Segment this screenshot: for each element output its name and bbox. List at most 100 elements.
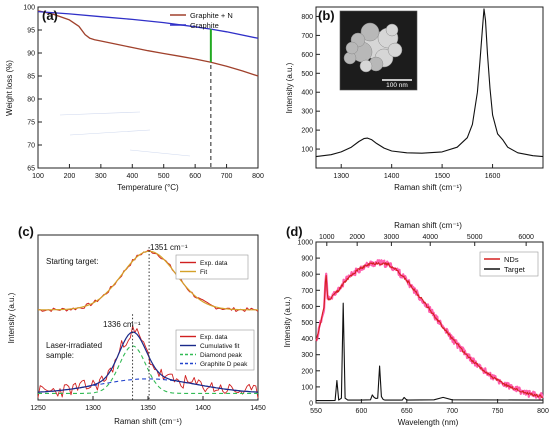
panel-c-x-tick-label: 1250	[30, 405, 46, 412]
panel-d-y-tick-label: 300	[301, 352, 313, 359]
panel-a-x-tick-label: 300	[95, 173, 107, 180]
panel-b-inset-particle	[360, 22, 380, 42]
panel-d-series-target	[316, 302, 544, 402]
panel-d-top-tick-label: 2000	[349, 234, 365, 241]
panel-b-frame	[315, 6, 544, 169]
panel-a-x-tick-label: 700	[221, 173, 233, 180]
panel-a-y-tick-label: 75	[27, 120, 35, 127]
panel-a-series-0	[37, 10, 259, 77]
panel-c-bottom-legend-label: Diamond peak	[200, 352, 243, 359]
panel-c-ylabel: Intensity (a.u.)	[7, 292, 16, 343]
panel-d-top-tick-label: 6000	[518, 234, 534, 241]
panel-d-y-tick-label: 100	[301, 384, 313, 391]
panel-d-x-tick-label: 550	[310, 408, 322, 415]
panel-a-x-tick-label: 500	[158, 173, 170, 180]
panel-a-x-tick-label: 600	[189, 173, 201, 180]
panel-b-series-0	[315, 8, 544, 158]
panel-d-y-tick-label: 900	[301, 256, 313, 263]
panel-c-bottom-legend-label: Cumulative fit	[200, 343, 240, 350]
panel-d-x-tick-label: 750	[492, 408, 504, 415]
panel-b-x-tick-label: 1400	[384, 173, 400, 180]
panel-b-label: (b)	[318, 8, 335, 23]
panel-c-annotation: Laser-irradiated	[46, 341, 102, 350]
panel-c-bottom-legend-label: Exp. data	[200, 334, 228, 341]
panel-b-scale-bar-label: 100 nm	[386, 82, 408, 89]
panel-b-x-tick-label: 1300	[333, 173, 349, 180]
panel-c-x-tick-label: 1300	[85, 405, 101, 412]
panel-d-legend-box	[479, 251, 539, 277]
panel-a-y-tick-label: 90	[27, 51, 35, 58]
panel-c-x-tick-label: 1450	[250, 405, 266, 412]
panel-d-x-tick-label: 650	[401, 408, 413, 415]
panel-d-y-tick-label: 500	[301, 320, 313, 327]
panel-b-inset: 100 nm	[339, 10, 418, 91]
panel-c-x-tick-label: 1400	[195, 405, 211, 412]
panel-c-annotation: Starting target:	[46, 257, 98, 266]
panel-a-y-tick-label: 70	[27, 143, 35, 150]
panel-a-y-tick-label: 80	[27, 97, 35, 104]
panel-d-ylabel: Intensity (a.u.)	[283, 296, 292, 347]
panel-d-y-tick-label: 1000	[297, 240, 313, 247]
panel-a-y-tick-label: 65	[27, 166, 35, 173]
panel-a-series-1	[37, 10, 259, 39]
panel-b-y-tick-label: 400	[301, 90, 313, 97]
panel-b-xlabel: Raman shift (cm⁻¹)	[394, 183, 462, 192]
panel-c-peak-label: 1336 cm⁻¹	[103, 320, 141, 329]
panel-b-ylabel: Intensity (a.u.)	[285, 62, 294, 113]
panel-b-y-tick-label: 100	[301, 147, 313, 154]
panel-d-x-tick-label: 700	[446, 408, 458, 415]
panel-b-x-tick-label: 1600	[485, 173, 501, 180]
panel-d-y-tick-label: 600	[301, 304, 313, 311]
panel-b-y-tick-label: 200	[301, 128, 313, 135]
panel-a-label: (a)	[42, 8, 58, 23]
panel-c-top-exp	[37, 249, 259, 312]
panel-c-top-legend-label: Exp. data	[200, 260, 228, 267]
panel-c-top-legend-label: Fit	[200, 269, 207, 276]
panel-c-peak-label: 1351 cm⁻¹	[150, 243, 188, 252]
panel-a-x-tick-label: 200	[64, 173, 76, 180]
panel-a-x-tick-label: 800	[252, 173, 264, 180]
panel-c-xlabel: Raman shift (cm⁻¹)	[114, 417, 182, 426]
panel-d-label: (d)	[286, 224, 303, 239]
panel-c-top-legend: Exp. data Fit	[175, 254, 249, 280]
panel-b-inset-particle	[345, 41, 359, 55]
panel-d-x-tick-label: 800	[537, 408, 549, 415]
panel-a-legend-label: Graphite + N	[190, 11, 233, 20]
panel-a-y-tick-label: 100	[23, 5, 35, 12]
panel-c-bottom-legend: Exp. data Cumulative fit Diamond peak Graph…	[175, 329, 255, 371]
panel-b-y-tick-label: 500	[301, 71, 313, 78]
panel-a-x-tick-label: 400	[126, 173, 138, 180]
panel-c-x-tick-label: 1350	[140, 405, 156, 412]
panel-c-bottom-exp	[37, 325, 259, 399]
panel-d-y-tick-label: 400	[301, 336, 313, 343]
panel-c-top-legend-box	[175, 254, 249, 280]
panel-a-y-tick-label: 85	[27, 74, 35, 81]
panel-d-top-tick-label: 5000	[467, 234, 483, 241]
panel-d-legend-label: NDs	[504, 255, 519, 264]
panel-a-frame	[37, 6, 259, 169]
panel-b-y-tick-label: 300	[301, 109, 313, 116]
panel-b-inset-particle	[387, 42, 403, 58]
panel-c-top-fit	[38, 250, 258, 311]
panel-c-graphite-peak	[37, 378, 259, 393]
panel-a-x-tick-label: 100	[32, 173, 44, 180]
panel-d-top-tick-label: 1000	[319, 234, 335, 241]
panel-d-y-tick-label: 800	[301, 272, 313, 279]
panel-b-y-tick-label: 600	[301, 52, 313, 59]
panel-a-y-tick-label: 95	[27, 28, 35, 35]
panel-a-bg-line	[69, 129, 151, 136]
panel-c-annotation: sample:	[46, 351, 74, 360]
panel-b-x-tick-label: 1500	[434, 173, 450, 180]
panel-a-bg-line	[59, 111, 141, 116]
panel-d-top-tick-label: 3000	[384, 234, 400, 241]
panel-d-nds-noise	[315, 259, 544, 400]
panel-d-xlabel: Wavelength (nm)	[398, 418, 459, 427]
panel-a-xlabel: Temperature (°C)	[117, 183, 179, 192]
panel-c-diamond-peak	[38, 345, 258, 394]
panel-a-ylabel: Weight loss (%)	[5, 60, 14, 116]
panel-d-y-tick-label: 0	[309, 401, 313, 408]
panel-c-bottom-legend-label: Graphite D peak	[200, 361, 248, 368]
panel-c-cumulative-fit	[37, 331, 259, 393]
